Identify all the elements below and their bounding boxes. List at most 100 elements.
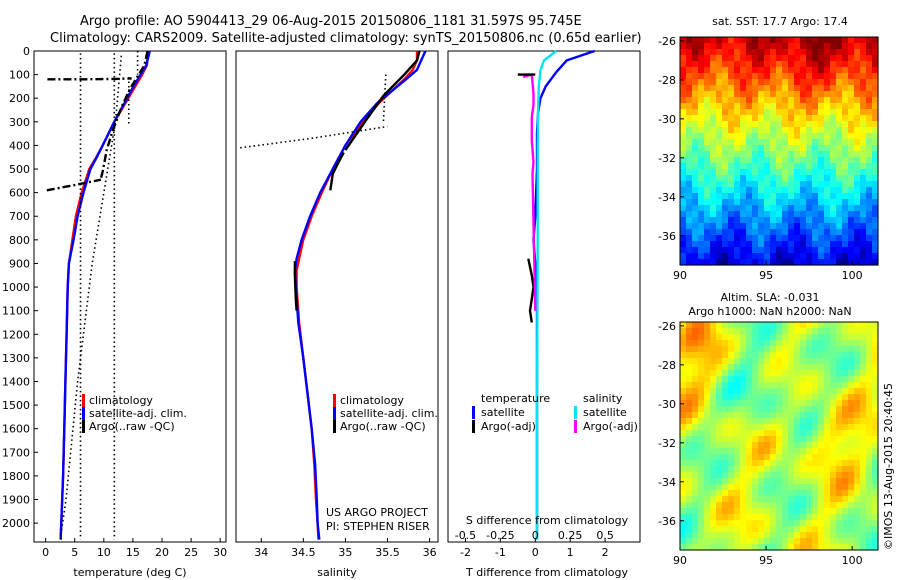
series-argo-raw-qc1: [240, 125, 388, 149]
sla-map-title-1: Altim. SLA: -0.031: [720, 291, 819, 304]
series-temperature-argo: [527, 258, 535, 323]
sal-legend-sat-swatch: [333, 407, 336, 420]
ytick-label: 700: [9, 210, 30, 223]
temperature-panel: 0100200300400500600700800900100011001200…: [2, 45, 227, 579]
ytick-label: 400: [9, 139, 30, 152]
ytick-label: 1200: [2, 328, 30, 341]
sst-map-ticks: 90 95 100 -26 -28 -30 -32 -34 -36: [658, 35, 863, 282]
map-ytick-label: -34: [658, 476, 676, 489]
xtick-label: 25: [184, 546, 198, 559]
xtick-top-label: -0.25: [486, 529, 514, 542]
map-xtick-label: 90: [673, 269, 687, 282]
series-salinity-satellite: [535, 50, 557, 540]
diff-legend-targo: Argo(-adj): [481, 420, 536, 433]
sst-map-image: [680, 37, 879, 266]
ytick-label: 900: [9, 257, 30, 270]
temp-legend-clim: climatology: [89, 394, 153, 407]
series-argo: [344, 50, 421, 151]
sla-map-image: [680, 322, 879, 551]
sal-legend-clim-swatch: [333, 394, 336, 407]
sst-map-frame: [679, 36, 879, 266]
difference-top-xlabel: S difference from climatology: [466, 514, 629, 527]
diff-legend-tsat-swatch: [472, 406, 475, 419]
xtick-label: 30: [213, 546, 227, 559]
series-argo-spike-120: [47, 77, 132, 81]
temperature-xlabel: temperature (deg C): [73, 566, 186, 579]
xtick-top-label: 0: [532, 529, 539, 542]
map-ytick-label: -30: [658, 113, 676, 126]
series-climatology: [59, 50, 150, 540]
series-argo: [99, 50, 149, 182]
series-temperature-satellite: [532, 49, 595, 540]
temp-legend-argo-swatch: [82, 420, 85, 433]
ytick-label: 800: [9, 234, 30, 247]
salinity-series: [240, 50, 427, 540]
map-ytick-label: -32: [658, 437, 676, 450]
xtick-label: 2: [602, 546, 609, 559]
xtick-label: 35: [338, 546, 352, 559]
map-xtick-label: 90: [673, 554, 687, 567]
map-ytick-label: -28: [658, 359, 676, 372]
difference-panel: -2 -1 0 1 2 -0.5 -0.25 0 0.25 0.5 T difference fr…: [447, 49, 641, 579]
diff-legend-sargo: Argo(-adj): [583, 420, 638, 433]
salinity-xlabel: salinity: [317, 566, 357, 579]
series-satellite-adj-clim-: [59, 50, 151, 540]
map-xtick-label: 100: [842, 269, 863, 282]
ytick-label: 0: [23, 45, 30, 58]
difference-legend: temperature salinity satellite satellite…: [472, 392, 638, 433]
sal-legend-argo-swatch: [333, 420, 336, 433]
sla-map-ticks: 90 95 100 -26 -28 -30 -32 -34 -36: [658, 320, 863, 567]
diff-legend-ssat: satellite: [583, 406, 627, 419]
diff-legend-ssat-swatch: [574, 406, 577, 419]
temp-legend-sat: satellite-adj. clim.: [89, 407, 187, 420]
series-argo-raw-qc3: [59, 55, 123, 540]
temp-legend-clim-swatch: [82, 394, 85, 407]
temperature-legend: climatology satellite-adj. clim. Argo(..…: [82, 394, 187, 433]
xtick-label: 1: [567, 546, 574, 559]
xtick-label: 10: [97, 546, 111, 559]
xtick-top-label: -0.5: [455, 529, 476, 542]
difference-axes: [447, 50, 641, 543]
temp-legend-sat-swatch: [82, 407, 85, 420]
project-line-2: PI: STEPHEN RISER: [326, 520, 430, 533]
diff-legend-salinity-title: salinity: [583, 392, 623, 405]
xtick-label: 34: [254, 546, 268, 559]
map-ytick-label: -28: [658, 74, 676, 87]
series-argo-spike-590: [46, 178, 102, 192]
xtick-top-label: 0.5: [596, 529, 614, 542]
xtick-label: 5: [71, 546, 78, 559]
xtick-label: 0: [532, 546, 539, 559]
ytick-label: 1900: [2, 494, 30, 507]
imos-credit: ©IMOS 13-Aug-2015 20:40:45: [882, 383, 895, 550]
sal-legend-argo: Argo(..raw -QC): [340, 420, 426, 433]
xtick-label: 35.5: [375, 546, 400, 559]
salinity-panel: 34 34.5 35 35.5 36 salinity climatology sate…: [235, 50, 439, 579]
title-line-2: Climatology: CARS2009. Satellite-adjuste…: [50, 31, 642, 46]
salinity-axes: [235, 50, 439, 543]
sal-legend-clim: climatology: [340, 394, 404, 407]
difference-series: [517, 49, 595, 540]
temp-legend-argo: Argo(..raw -QC): [89, 420, 175, 433]
ytick-label: 300: [9, 116, 30, 129]
xtick-top-label: 0.25: [558, 529, 583, 542]
map-ytick-label: -34: [658, 191, 676, 204]
ytick-label: 200: [9, 92, 30, 105]
sla-map: Altim. SLA: -0.031 Argo h1000: NaN h2000…: [658, 291, 879, 567]
temperature-series: [46, 50, 151, 540]
map-ytick-label: -36: [658, 230, 676, 243]
salinity-legend: climatology satellite-adj. clim. Argo(..…: [333, 394, 438, 433]
map-ytick-label: -30: [658, 398, 676, 411]
xtick-label: 34.5: [291, 546, 316, 559]
difference-xlabel: T difference from climatology: [465, 566, 628, 579]
xtick-label: 20: [155, 546, 169, 559]
xtick-label: 0: [42, 546, 49, 559]
ytick-label: 100: [9, 69, 30, 82]
title-line-1: Argo profile: AO 5904413_29 06-Aug-2015 …: [80, 14, 582, 29]
ytick-label: 2000: [2, 517, 30, 530]
temperature-axes: [33, 50, 227, 543]
xtick-label: 36: [423, 546, 437, 559]
xtick-label: 15: [126, 546, 140, 559]
temperature-xticks: 0 5 10 15 20 25 30: [42, 538, 227, 559]
series-argo-900: [293, 261, 298, 311]
